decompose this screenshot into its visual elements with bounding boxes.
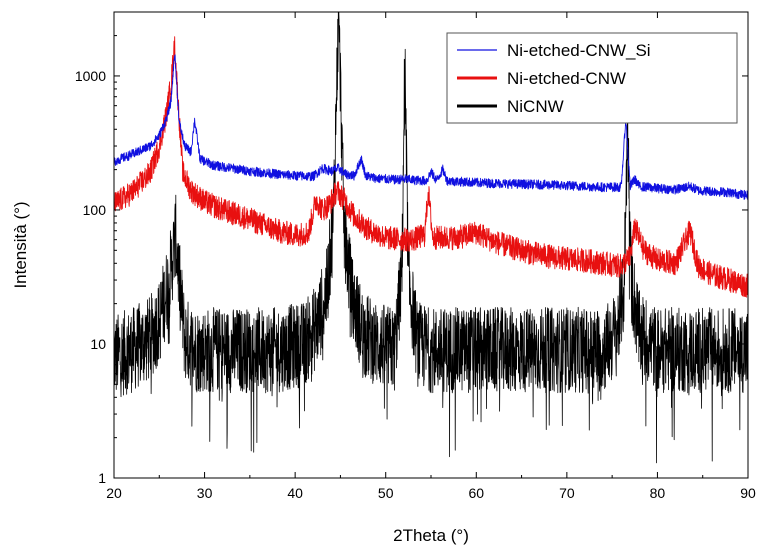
x-tick-label: 70 — [559, 485, 575, 501]
x-axis-title: 2Theta (°) — [393, 526, 469, 545]
series-line-ni-etched-cnw-si — [114, 54, 748, 200]
series-line-nicnw — [114, 12, 748, 464]
y-axis-title: Intensità (°) — [11, 201, 30, 288]
x-tick-label: 50 — [378, 485, 394, 501]
y-tick-label: 100 — [83, 202, 107, 218]
legend-label: NiCNW — [507, 97, 564, 116]
x-tick-label: 80 — [650, 485, 666, 501]
plot-area — [114, 12, 748, 464]
y-tick-label: 10 — [90, 336, 106, 352]
legend: Ni-etched-CNW_Si Ni-etched-CNW NiCNW — [446, 32, 738, 124]
x-tick-label: 30 — [197, 485, 213, 501]
axes-ticks: 20 30 40 50 60 70 80 90 1 10 100 1000 — [75, 11, 756, 501]
legend-label: Ni-etched-CNW_Si — [507, 41, 651, 60]
x-tick-label: 40 — [287, 485, 303, 501]
x-tick-label: 20 — [106, 485, 122, 501]
y-tick-label: 1000 — [75, 68, 106, 84]
series-line-ni-etched-cnw — [114, 36, 748, 298]
y-tick-label: 1 — [98, 470, 106, 486]
x-tick-label: 60 — [468, 485, 484, 501]
x-tick-label: 90 — [740, 485, 756, 501]
legend-label: Ni-etched-CNW — [507, 69, 626, 88]
